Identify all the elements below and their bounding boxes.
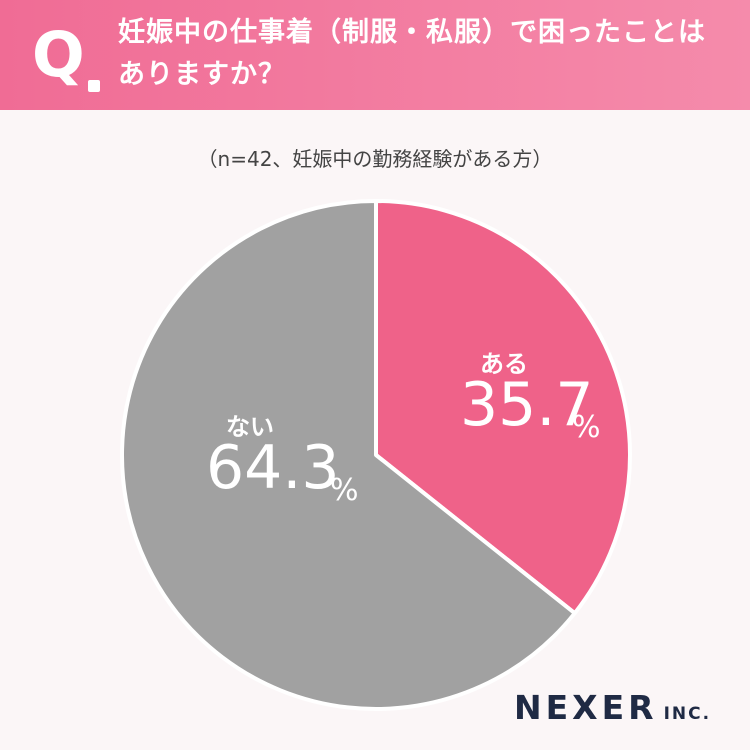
- question-text: 妊娠中の仕事着（制服・私服）で困ったことは ありますか？: [118, 12, 738, 96]
- nexer-logo: NEXER INC.: [514, 688, 711, 727]
- question-dot: [88, 80, 100, 92]
- question-header: Q 妊娠中の仕事着（制服・私服）で困ったことは ありますか？: [0, 0, 750, 110]
- pie-slice-unit-0: %: [572, 410, 601, 445]
- pie-slice-label-0: ある: [480, 350, 528, 378]
- sample-note: （n=42、妊娠中の勤務経験がある方）: [197, 147, 553, 171]
- pie-slice-0: [374, 199, 632, 616]
- question-line-2: ありますか？: [118, 59, 286, 90]
- pie-slice-1: [120, 199, 577, 711]
- pie-slice-label-1: ない: [226, 413, 274, 441]
- pie-slice-value-0: 35.7: [460, 370, 594, 440]
- question-mark-label: Q: [32, 18, 85, 91]
- question-line-1: 妊娠中の仕事着（制服・私服）で困ったことは: [118, 17, 706, 48]
- pie-slice-unit-1: %: [330, 473, 359, 508]
- pie-slice-value-1: 64.3: [206, 433, 340, 503]
- logo-sub-text: INC.: [663, 704, 712, 724]
- logo-main-text: NEXER: [514, 688, 658, 727]
